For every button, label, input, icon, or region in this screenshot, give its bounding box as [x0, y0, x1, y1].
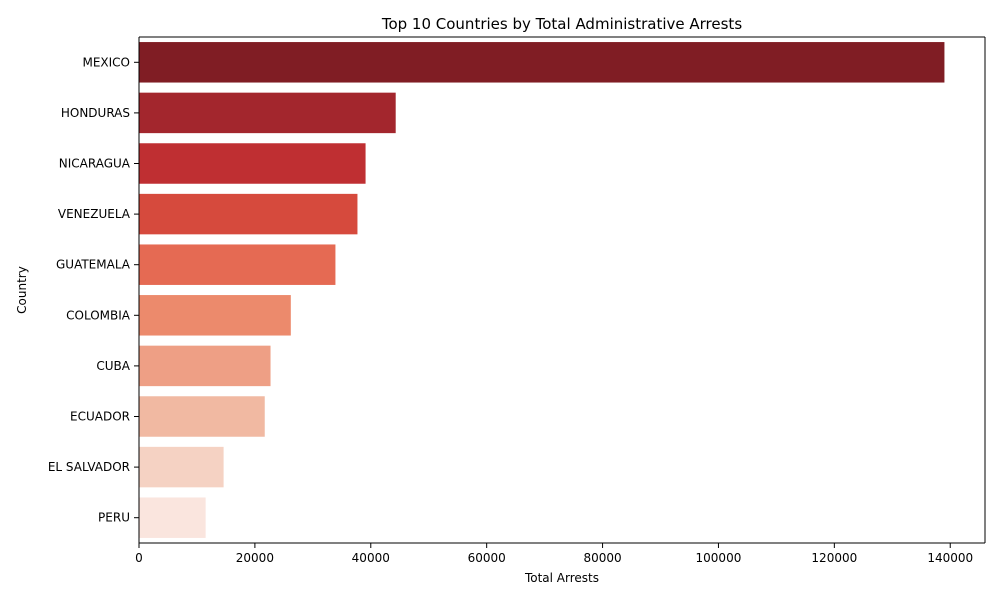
bar-guatemala — [139, 244, 336, 285]
bar-colombia — [139, 295, 291, 336]
y-tick-label-venezuela: VENEZUELA — [58, 207, 131, 221]
x-tick-label: 140000 — [927, 551, 973, 565]
y-tick-label-el-salvador: EL SALVADOR — [48, 460, 130, 474]
x-tick-label: 80000 — [583, 551, 621, 565]
y-tick-label-colombia: COLOMBIA — [66, 308, 131, 322]
x-tick-label: 0 — [135, 551, 143, 565]
y-tick-label-guatemala: GUATEMALA — [56, 258, 131, 272]
y-tick-label-cuba: CUBA — [96, 359, 130, 373]
x-axis-label: Total Arrests — [524, 571, 599, 585]
y-axis-label: Country — [15, 266, 29, 314]
x-tick-label: 100000 — [696, 551, 742, 565]
y-axis-ticks: MEXICO HONDURAS NICARAGUA VENEZUELA GUATEMAL… — [48, 55, 139, 525]
x-tick-label: 60000 — [468, 551, 506, 565]
y-tick-label-ecuador: ECUADOR — [70, 410, 130, 424]
x-tick-label: 40000 — [352, 551, 390, 565]
x-tick-label: 20000 — [236, 551, 274, 565]
bars-group — [139, 42, 945, 538]
x-tick-label: 120000 — [811, 551, 857, 565]
bar-venezuela — [139, 193, 358, 235]
bar-mexico — [139, 42, 945, 83]
x-axis-ticks: 0 20000 40000 60000 80000 100000 120000 140000 — [135, 543, 973, 565]
bar-cuba — [139, 345, 271, 387]
y-tick-label-peru: PERU — [98, 511, 130, 525]
bar-honduras — [139, 92, 396, 134]
axes-frame — [138, 36, 986, 544]
y-tick-label-honduras: HONDURAS — [61, 106, 130, 120]
chart-title: Top 10 Countries by Total Administrative… — [381, 15, 742, 33]
bar-el-salvador — [139, 446, 224, 488]
bar-ecuador — [139, 396, 265, 437]
bar-peru — [139, 497, 206, 538]
y-tick-label-nicaragua: NICARAGUA — [59, 157, 131, 171]
y-tick-label-mexico: MEXICO — [82, 55, 130, 69]
bar-nicaragua — [139, 143, 366, 184]
